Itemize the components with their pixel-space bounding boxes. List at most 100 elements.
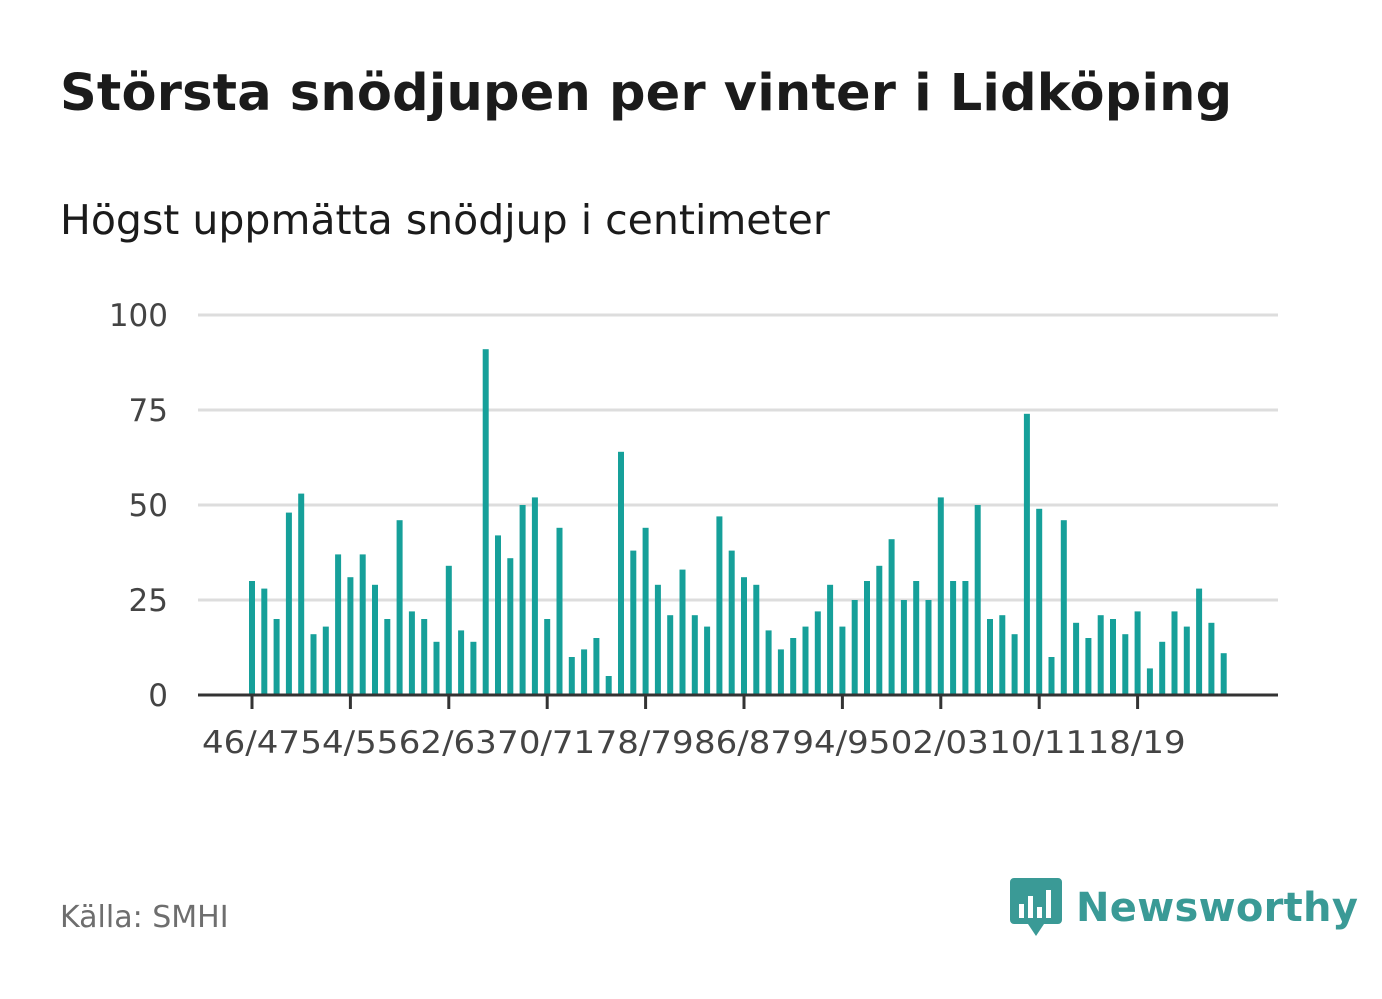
bar — [618, 451, 624, 695]
x-tick-label: 54/55 — [300, 725, 398, 761]
bar — [1183, 626, 1190, 695]
bar — [1171, 611, 1178, 695]
x-tick-label: 10/11 — [989, 725, 1087, 761]
brand-logo[interactable]: Newsworthy — [1010, 878, 1358, 938]
bar — [396, 520, 403, 695]
bar — [765, 630, 772, 695]
bar — [495, 535, 501, 695]
y-tick-label: 0 — [148, 678, 168, 714]
bar — [335, 554, 342, 695]
bar — [937, 497, 944, 695]
bar — [1134, 611, 1141, 695]
bar — [445, 565, 452, 695]
chart-subtitle: Högst uppmätta snödjup i centimeter — [60, 196, 830, 244]
bar — [1220, 653, 1227, 695]
bar — [1048, 657, 1055, 695]
bar — [962, 581, 969, 695]
bar — [421, 619, 428, 695]
bar — [851, 600, 858, 695]
newsworthy-logo-icon — [1010, 878, 1062, 936]
x-tick-label: 46/47 — [202, 725, 300, 761]
bar — [519, 505, 526, 695]
bar — [507, 558, 514, 695]
bar — [408, 611, 415, 695]
bar — [384, 619, 391, 695]
bar — [839, 626, 846, 695]
x-tick-label: 70/71 — [497, 725, 595, 761]
bar — [605, 676, 612, 695]
bar — [556, 527, 563, 695]
bar — [544, 619, 551, 695]
bar — [753, 584, 760, 695]
bar — [310, 634, 317, 695]
x-tick-label: 18/19 — [1088, 725, 1186, 761]
x-axis — [198, 693, 1278, 709]
bars — [249, 349, 1227, 695]
bar — [802, 626, 809, 695]
bar — [728, 550, 735, 695]
bar — [950, 581, 957, 695]
bar — [470, 641, 477, 695]
bar — [974, 505, 981, 695]
bar — [285, 512, 292, 695]
x-tick-label: 02/03 — [891, 725, 989, 761]
bar — [1036, 508, 1043, 695]
bar-chart: 0 25 50 75 100 46/47 54/55 62/63 70/71 78/79 86/8… — [109, 298, 1278, 761]
bar — [777, 649, 784, 695]
bar — [925, 600, 932, 695]
bar — [482, 349, 489, 695]
source-note: Källa: SMHI — [60, 900, 229, 935]
bar — [1146, 668, 1153, 695]
bar — [790, 638, 797, 695]
bar — [593, 638, 600, 695]
bar — [642, 527, 649, 695]
bar — [1122, 634, 1129, 695]
bar — [987, 619, 993, 695]
x-tick-labels: 46/47 54/55 62/63 70/71 78/79 86/87 94/95 02/03… — [202, 725, 1186, 761]
bar — [322, 626, 329, 695]
bar — [704, 626, 711, 695]
bar — [1073, 622, 1080, 695]
bar — [1110, 619, 1116, 695]
bar — [1060, 520, 1067, 695]
bar — [913, 581, 920, 695]
bar — [568, 657, 575, 695]
bar — [827, 584, 834, 695]
brand-name: Newsworthy — [1076, 885, 1359, 931]
bar — [814, 611, 821, 695]
bar — [741, 577, 747, 695]
bar — [691, 615, 698, 695]
y-tick-labels: 0 25 50 75 100 — [109, 298, 168, 714]
bar — [433, 641, 440, 695]
bar — [1159, 641, 1166, 695]
x-tick-label: 86/87 — [694, 725, 792, 761]
bar — [359, 554, 366, 695]
bar — [1023, 413, 1030, 695]
bar — [630, 550, 637, 695]
y-tick-label: 50 — [129, 488, 168, 524]
bar — [347, 577, 354, 695]
x-tick-label: 94/95 — [792, 725, 890, 761]
bar — [876, 565, 883, 695]
bar — [679, 569, 686, 695]
bar — [261, 588, 268, 695]
bar — [667, 615, 674, 695]
bar — [1011, 634, 1018, 695]
bar — [1208, 622, 1215, 695]
bar — [864, 581, 870, 695]
bar — [1085, 638, 1092, 695]
bar — [581, 649, 588, 695]
y-tick-label: 100 — [109, 298, 168, 334]
bar — [372, 584, 378, 695]
y-tick-label: 25 — [129, 583, 168, 619]
bar — [716, 516, 723, 695]
x-tick-label: 62/63 — [399, 725, 497, 761]
bar — [249, 581, 255, 695]
x-tick-label: 78/79 — [596, 725, 694, 761]
bar — [888, 539, 895, 695]
bar — [1196, 588, 1203, 695]
bar — [654, 584, 661, 695]
chart-title: Största snödjupen per vinter i Lidköping — [60, 64, 1233, 123]
bar — [273, 619, 280, 695]
bar — [458, 630, 465, 695]
